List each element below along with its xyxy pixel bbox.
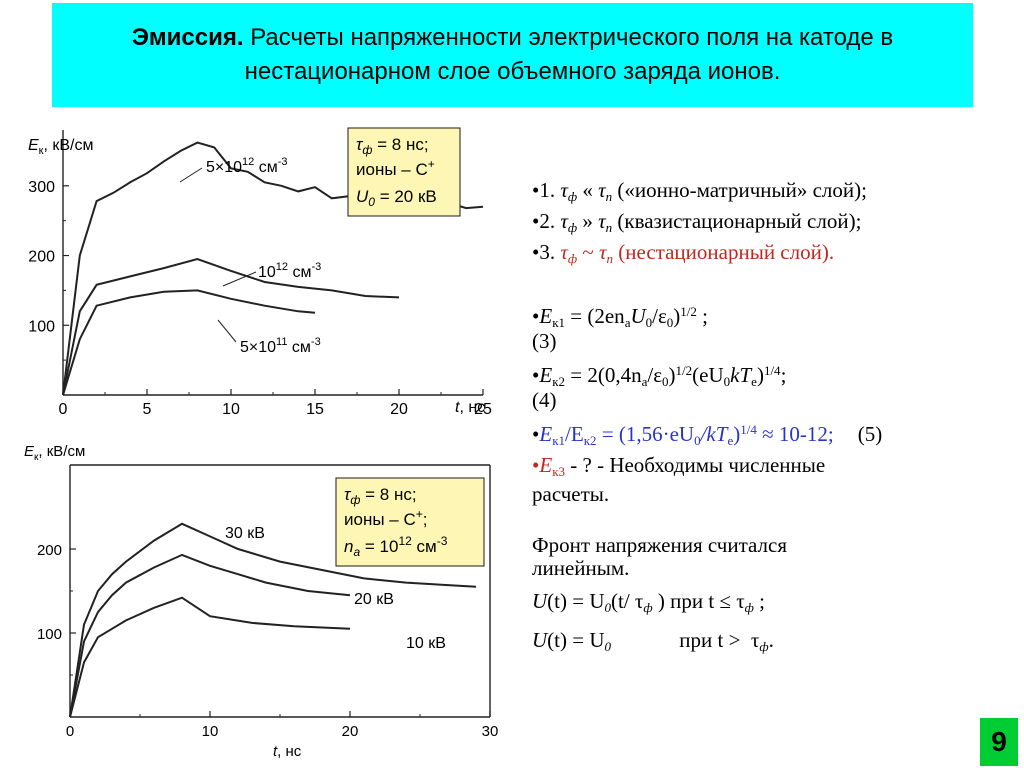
chart-bottom: 0 10 20 30 100 200 Eк, кВ/см t, нс 30 кВ 20 кВ 10 … [18,432,505,768]
y-tick-label: 300 [28,179,55,196]
front-line-2: линейным. [532,556,630,580]
chart-top: 0 5 10 15 20 25 100 200 300 Eк, кВ/см t, нс 5×1012 … [18,120,505,420]
series-label-2: 5×1011 см-3 [240,336,321,356]
series-label-2: 10 кВ [406,635,446,652]
formula-ek2: •Eк2 = 2(0,4na/ε0)1/2(eU0kTe)1/4; [532,363,787,389]
series-line-1 [62,257,400,396]
regime-3: •3. τф ~ τп (нестационарный слой). [532,240,835,266]
x-tick-label: 30 [482,723,499,740]
series-line-1 [69,553,351,718]
right-text: •1. τф « τп («ионно-матричный» слой); •2… [532,178,1012,659]
leader-line [217,319,237,343]
x-tick-label: 20 [342,723,359,740]
leader-line [222,271,257,287]
y-tick-label: 200 [28,249,55,266]
series-label-0: 30 кВ [225,525,265,542]
chart-bottom-svg: 0 10 20 30 100 200 Eк, кВ/см t, нс 30 кВ 20 кВ 10 … [24,443,499,760]
leader-line [179,167,203,183]
inset-box [347,127,461,217]
inset-line-3: na = 1012 см-3 [344,534,448,559]
inset-line-2: ионы – С+; [344,507,428,529]
series-line-0 [69,522,477,718]
x-tick-label: 0 [59,401,68,418]
formula-ek3-cont: расчеты. [532,482,610,506]
regime-2: •2. τф » τп (квазистационарный слой); [532,209,862,235]
voltage-formula-1: U(t) = U0(t/ τф ) при t ≤ τф ; [532,589,765,615]
series-label-1: 1012 см-3 [258,261,321,281]
title-bold: Эмиссия. [131,24,244,51]
x-tick-label: 15 [306,401,324,418]
x-axis-label: t, нс [273,743,302,760]
series-label-1: 20 кВ [354,591,394,608]
formula-ek1: •Eк1 = (2enaU0/ε0)1/2 ; [532,304,709,330]
x-tick-label: 20 [390,401,408,418]
inset-line-1: τф = 8 нс; [344,485,417,507]
y-axis-label: Eк, кВ/см [24,443,85,463]
y-tick-label: 200 [37,542,62,559]
series-line-2 [62,289,316,396]
y-tick-label: 100 [37,626,62,643]
x-tick-label: 10 [222,401,240,418]
chart-top-svg: 0 5 10 15 20 25 100 200 300 Eк, кВ/см t, нс 5×1012 … [28,127,492,418]
y-axis-label: Eк, кВ/см [28,137,94,157]
formula-4-num: (4) [532,388,557,412]
slide-number: 9 [980,718,1018,766]
title-rest: Расчеты напряженности электрического пол… [243,24,894,85]
series-line-2 [69,596,351,718]
formula-ratio: •Eк1/Eк2 = (1,56·eU0/kTe)1/4 ≈ 10-12; (5) [532,422,883,448]
x-tick-label: 10 [202,723,219,740]
x-tick-label: 5 [143,401,152,418]
x-tick-label: 0 [66,723,74,740]
voltage-formula-2: U(t) = U0 при t > τф. [532,628,774,654]
x-tick-label: 25 [474,401,492,418]
formula-3-num: (3) [532,329,557,353]
inset-line-3: U0 = 20 кВ [356,187,437,209]
y-tick-label: 100 [28,318,55,335]
inset-line-1: τф = 8 нс; [356,135,429,157]
formula-ek3: •Eк3 - ? - Необходимы численные [532,453,826,479]
series-label-0: 5×1012 см-3 [206,156,288,176]
regime-1: •1. τф « τп («ионно-матричный» слой); [532,178,867,204]
inset-line-2: ионы – С+ [356,157,435,179]
slide-title: Эмиссия. Расчеты напряженности электриче… [52,3,973,107]
front-line-1: Фронт напряжения считался [532,533,787,557]
inset-box [335,477,485,567]
x-axis-label: t, нс [455,399,485,416]
